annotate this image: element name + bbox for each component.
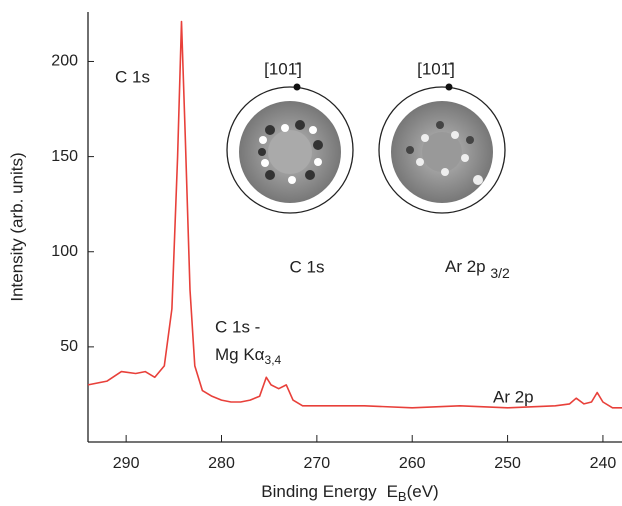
y-axis-label: Intensity (arb. units) xyxy=(7,152,26,301)
x-tick-label: 290 xyxy=(113,455,140,472)
inset-1 xyxy=(226,83,354,214)
annotation-sub: 3,4 xyxy=(265,353,282,367)
inset-direction: [101̄] xyxy=(417,59,455,78)
inset-label: C 1s xyxy=(290,257,325,276)
x-tick-label: 270 xyxy=(304,455,331,472)
annotation-text: Mg Kα xyxy=(215,345,265,364)
x-label-text: Binding Energy xyxy=(261,482,377,501)
y-tick-label: 50 xyxy=(60,338,78,355)
y-tick-label: 150 xyxy=(51,148,78,165)
inset-2 xyxy=(378,83,506,214)
x-tick-label: 260 xyxy=(399,455,426,472)
x-label-sub: B xyxy=(398,489,407,504)
annotation: Ar 2p xyxy=(493,387,534,406)
spectrum-line xyxy=(87,20,622,409)
annotation: C 1s - xyxy=(215,317,260,336)
annotation: Mg Kα3,4 xyxy=(215,345,282,367)
y-tick-label: 200 xyxy=(51,53,78,70)
annotation: C 1s xyxy=(115,67,150,86)
x-tick-label: 240 xyxy=(590,455,617,472)
x-axis-label: Binding Energy EB(eV) xyxy=(261,482,438,504)
x-tick-label: 280 xyxy=(208,455,235,472)
y-tick-label: 100 xyxy=(51,243,78,260)
x-tick-label: 250 xyxy=(494,455,521,472)
x-label-unit: (eV) xyxy=(407,482,439,501)
inset-label-sub: 3/2 xyxy=(490,265,510,281)
axes xyxy=(87,12,622,443)
inset-label-text: Ar 2p xyxy=(445,257,490,276)
x-label-symbol: E xyxy=(387,482,398,501)
inset-direction: [101̄] xyxy=(264,59,302,78)
inset-label: Ar 2p 3/2 xyxy=(445,257,510,280)
